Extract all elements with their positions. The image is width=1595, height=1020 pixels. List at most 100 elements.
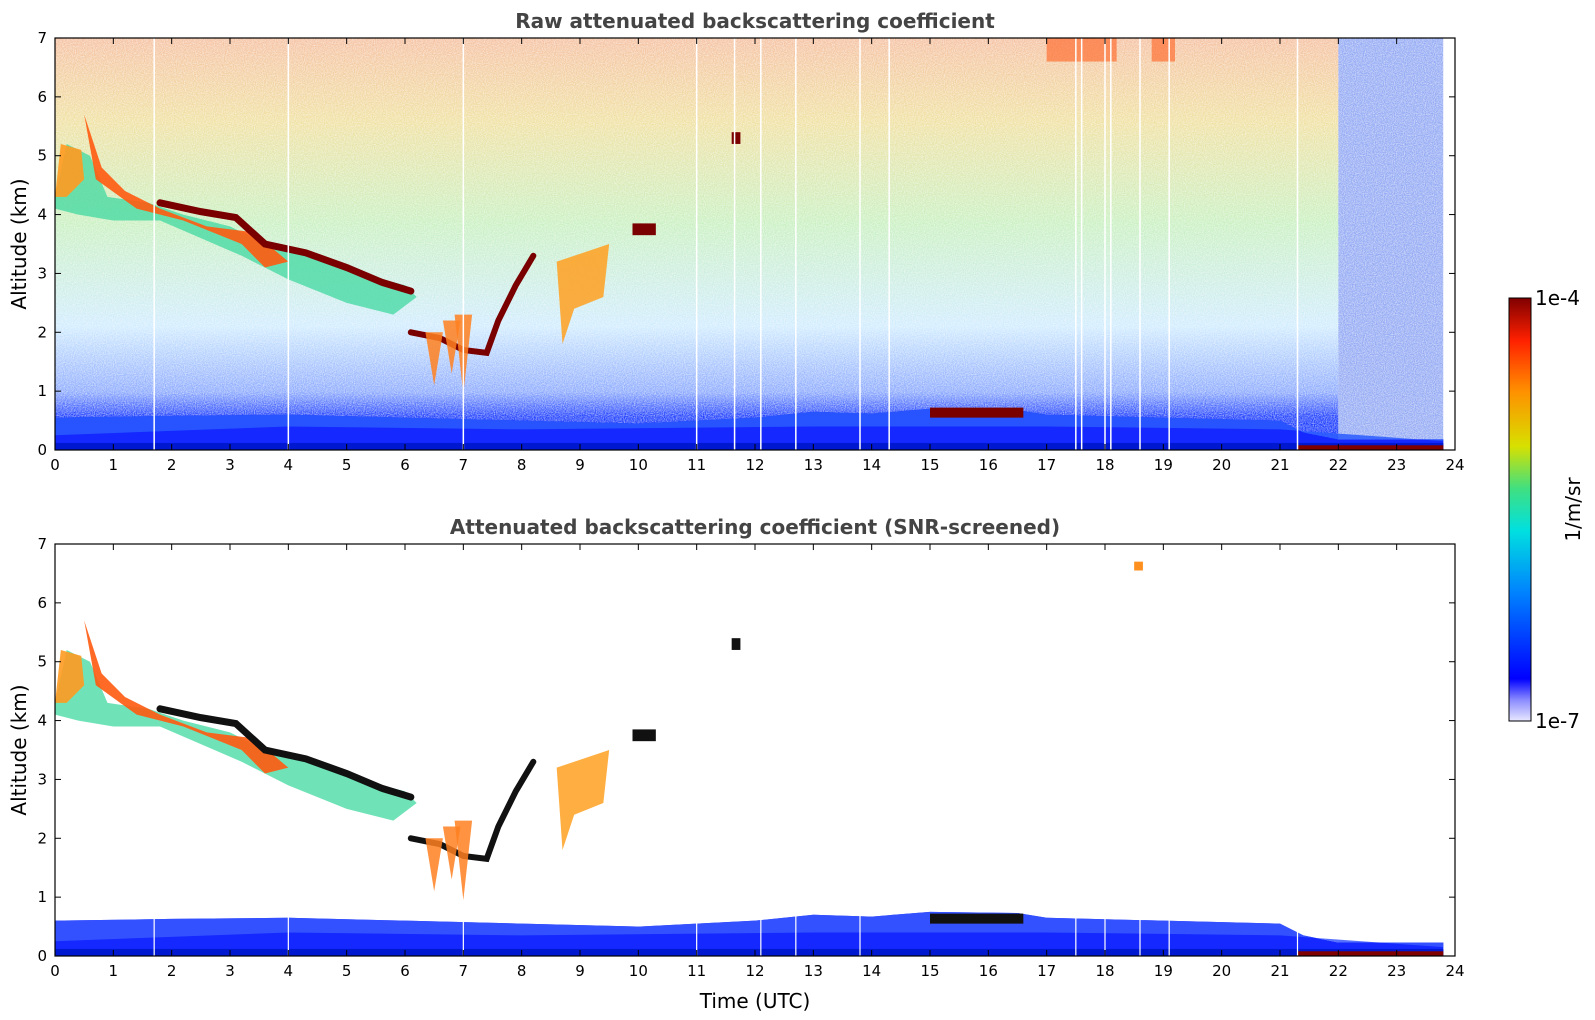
fall-streak — [442, 826, 461, 880]
x-tick-label: 7 — [459, 456, 469, 474]
x-tick-label: 15 — [920, 962, 939, 980]
screened-x-axis-label: Time (UTC) — [699, 989, 811, 1013]
y-tick-label: 2 — [37, 323, 47, 341]
y-tick-label: 4 — [37, 206, 47, 224]
aerosol-patch — [556, 244, 610, 345]
screened-y-axis: 0 1 2 3 4 5 6 7 — [37, 535, 1455, 965]
raw-panel-title: Raw attenuated backscattering coefficien… — [515, 9, 995, 33]
x-tick-label: 21 — [1270, 456, 1289, 474]
x-tick-label: 21 — [1270, 962, 1289, 980]
y-tick-label: 1 — [37, 382, 47, 400]
raw-y-axis: 0 1 2 3 4 5 6 7 — [37, 29, 1455, 459]
x-tick-label: 7 — [459, 962, 469, 980]
y-tick-label: 6 — [37, 594, 47, 612]
x-tick-label: 14 — [862, 456, 881, 474]
x-tick-label: 20 — [1212, 962, 1231, 980]
x-tick-label: 19 — [1154, 456, 1173, 474]
x-tick-label: 5 — [342, 456, 352, 474]
x-tick-label: 6 — [400, 456, 410, 474]
screened-background — [55, 544, 1455, 956]
x-tick-label: 15 — [920, 456, 939, 474]
raw-backscatter-panel: Raw attenuated backscattering coefficien… — [7, 9, 1465, 474]
y-tick-label: 0 — [37, 947, 47, 965]
x-tick-label: 4 — [284, 456, 294, 474]
y-tick-label: 5 — [37, 653, 47, 671]
x-tick-label: 22 — [1329, 456, 1348, 474]
raw-heatmap-area — [55, 38, 1455, 450]
fall-streak — [442, 320, 461, 374]
y-tick-label: 6 — [37, 88, 47, 106]
aerosol-patch — [556, 750, 610, 851]
screened-y-axis-label: Altitude (km) — [7, 684, 31, 815]
x-tick-label: 2 — [167, 456, 177, 474]
x-tick-label: 17 — [1037, 962, 1056, 980]
x-tick-label: 23 — [1387, 456, 1406, 474]
elevated-plume-halo — [55, 143, 417, 315]
no-data-strip — [1443, 38, 1455, 450]
y-tick-label: 7 — [37, 535, 47, 553]
x-tick-label: 2 — [167, 962, 177, 980]
x-tick-label: 17 — [1037, 456, 1056, 474]
elevated-plume-halo — [55, 649, 417, 821]
surface-return — [1297, 445, 1444, 450]
pbl-top-cloud — [930, 407, 1024, 418]
fall-streak — [425, 332, 443, 386]
x-tick-label: 12 — [745, 962, 764, 980]
x-tick-label: 4 — [284, 962, 294, 980]
y-tick-label: 7 — [37, 29, 47, 47]
x-tick-label: 11 — [687, 962, 706, 980]
y-tick-label: 5 — [37, 147, 47, 165]
boundary-layer-top — [55, 911, 1444, 948]
descending-cloud-layer — [156, 705, 415, 801]
fall-streak — [425, 838, 443, 892]
y-tick-label: 3 — [37, 264, 47, 282]
x-tick-label: 0 — [50, 962, 60, 980]
pbl-top-cloud — [930, 913, 1024, 924]
small-cloud — [632, 729, 656, 742]
x-tick-label: 8 — [517, 962, 527, 980]
surface-layer — [55, 442, 1444, 450]
elevated-plume-core — [84, 114, 289, 268]
x-tick-label: 14 — [862, 962, 881, 980]
boundary-layer-top — [55, 408, 1444, 442]
y-tick-label: 2 — [37, 829, 47, 847]
elevated-plume-core — [84, 620, 289, 774]
x-tick-label: 3 — [225, 962, 235, 980]
speckle-overlay — [55, 38, 1444, 450]
fall-streak — [454, 820, 473, 901]
descending-cloud-layer — [156, 199, 415, 295]
x-tick-label: 22 — [1329, 962, 1348, 980]
x-tick-label: 24 — [1445, 456, 1464, 474]
x-tick-label: 16 — [979, 962, 998, 980]
raw-y-axis-label: Altitude (km) — [7, 178, 31, 309]
x-tick-label: 1 — [109, 962, 119, 980]
x-tick-label: 10 — [629, 456, 648, 474]
y-tick-label: 1 — [37, 888, 47, 906]
x-tick-label: 12 — [745, 456, 764, 474]
x-tick-label: 13 — [804, 962, 823, 980]
x-tick-label: 13 — [804, 456, 823, 474]
small-high-cloud — [731, 638, 741, 650]
x-tick-label: 0 — [50, 456, 60, 474]
colorbar-min-label: 1e-7 — [1535, 709, 1580, 733]
x-tick-label: 19 — [1154, 962, 1173, 980]
x-tick-label: 23 — [1387, 962, 1406, 980]
colorbar: 1e-4 1e-7 1/m/sr — [1508, 286, 1585, 733]
x-tick-label: 6 — [400, 962, 410, 980]
x-tick-label: 18 — [1095, 962, 1114, 980]
y-tick-label: 0 — [37, 441, 47, 459]
x-tick-label: 5 — [342, 962, 352, 980]
screened-panel-title: Attenuated backscattering coefficient (S… — [450, 515, 1060, 539]
screened-x-axis: 0 1 2 3 4 5 6 7 8 9 10 11 12 13 14 15 16 17 18 19 20 21 22 23 24 — [50, 544, 1465, 980]
x-tick-label: 20 — [1212, 456, 1231, 474]
x-tick-label: 9 — [575, 962, 585, 980]
y-tick-label: 3 — [37, 770, 47, 788]
x-tick-label: 11 — [687, 456, 706, 474]
screened-backscatter-panel: Attenuated backscattering coefficient (S… — [7, 515, 1465, 1013]
early-plume — [55, 649, 85, 703]
surface-layer — [55, 948, 1444, 956]
x-tick-label: 24 — [1445, 962, 1464, 980]
y-tick-label: 4 — [37, 712, 47, 730]
colorbar-max-label: 1e-4 — [1535, 286, 1580, 310]
